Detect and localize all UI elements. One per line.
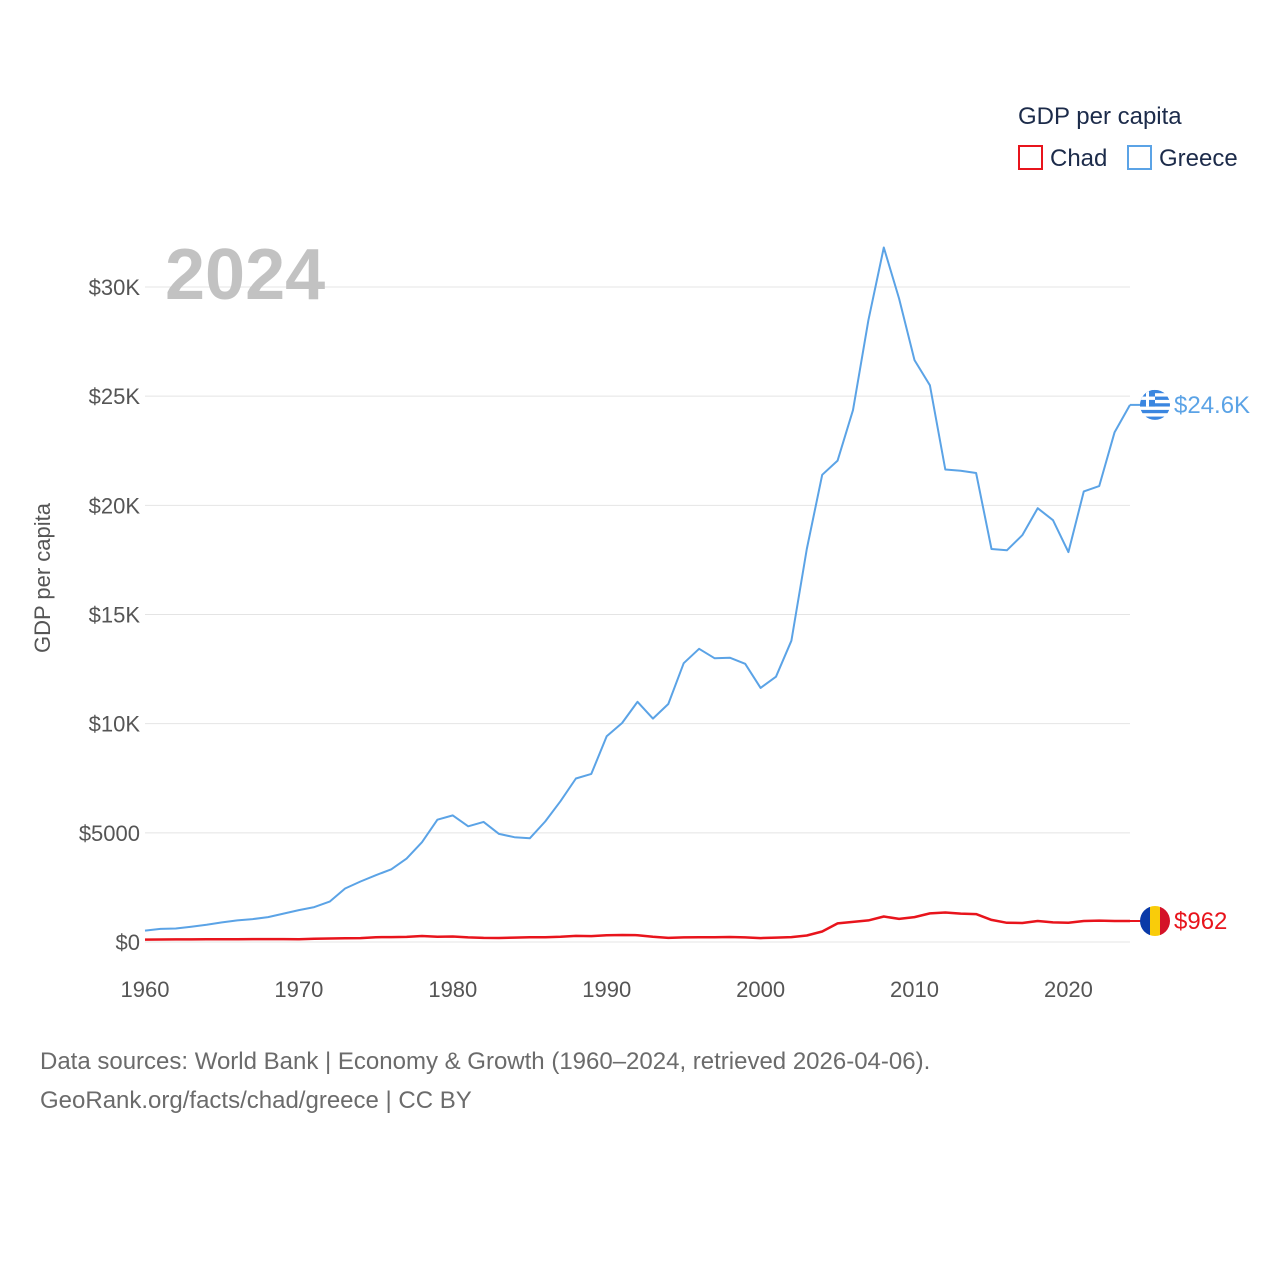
end-value-label-chad: $962 (1174, 908, 1227, 935)
legend-swatch-greece (1127, 145, 1152, 170)
y-tick-label: $5000 (79, 821, 140, 846)
y-tick-label: $20K (89, 493, 141, 518)
y-tick-label: $25K (89, 384, 141, 409)
flag-greece-icon (1140, 389, 1170, 420)
legend: GDP per capita Chad Greece (1018, 103, 1238, 172)
x-tick-label: 1960 (121, 977, 170, 1002)
footer: Data sources: World Bank | Economy & Gro… (40, 1042, 930, 1120)
end-markers: $24.6K $962 (1130, 389, 1250, 936)
y-tick-label: $10K (89, 712, 141, 737)
x-tick-label: 2020 (1044, 977, 1093, 1002)
series-line-chad (144, 911, 1130, 941)
x-tick-label: 1970 (274, 977, 323, 1002)
legend-label-chad: Chad (1050, 145, 1107, 172)
y-tick-label: $15K (89, 603, 141, 628)
legend-item-greece[interactable]: Greece (1127, 145, 1238, 172)
x-tick-label: 1990 (582, 977, 631, 1002)
series-line-greece (144, 246, 1131, 932)
x-tick-label: 2010 (890, 977, 939, 1002)
y-tick-label: $30K (89, 275, 141, 300)
gridlines (145, 286, 1130, 943)
source-link-text[interactable]: GeoRank.org/facts/chad/greece | CC BY (40, 1087, 472, 1114)
x-axis-ticks: 1960 1970 1980 1990 2000 2010 2020 (121, 977, 1093, 1002)
y-axis-title: GDP per capita (30, 502, 55, 653)
y-axis-ticks: $0 $5000 $10K $15K $20K $25K $30K (79, 275, 141, 955)
legend-swatch-chad (1018, 145, 1043, 170)
legend-item-chad[interactable]: Chad (1018, 145, 1107, 172)
end-value-label-greece: $24.6K (1174, 392, 1250, 419)
legend-title: GDP per capita (1018, 103, 1182, 130)
legend-label-greece: Greece (1159, 145, 1238, 172)
x-tick-label: 1980 (428, 977, 477, 1002)
x-tick-label: 2000 (736, 977, 785, 1002)
series-lines (144, 246, 1131, 941)
flag-chad-icon (1140, 905, 1170, 936)
year-watermark: 2024 (165, 235, 325, 315)
y-tick-label: $0 (116, 930, 140, 955)
data-sources-text: Data sources: World Bank | Economy & Gro… (40, 1048, 931, 1075)
